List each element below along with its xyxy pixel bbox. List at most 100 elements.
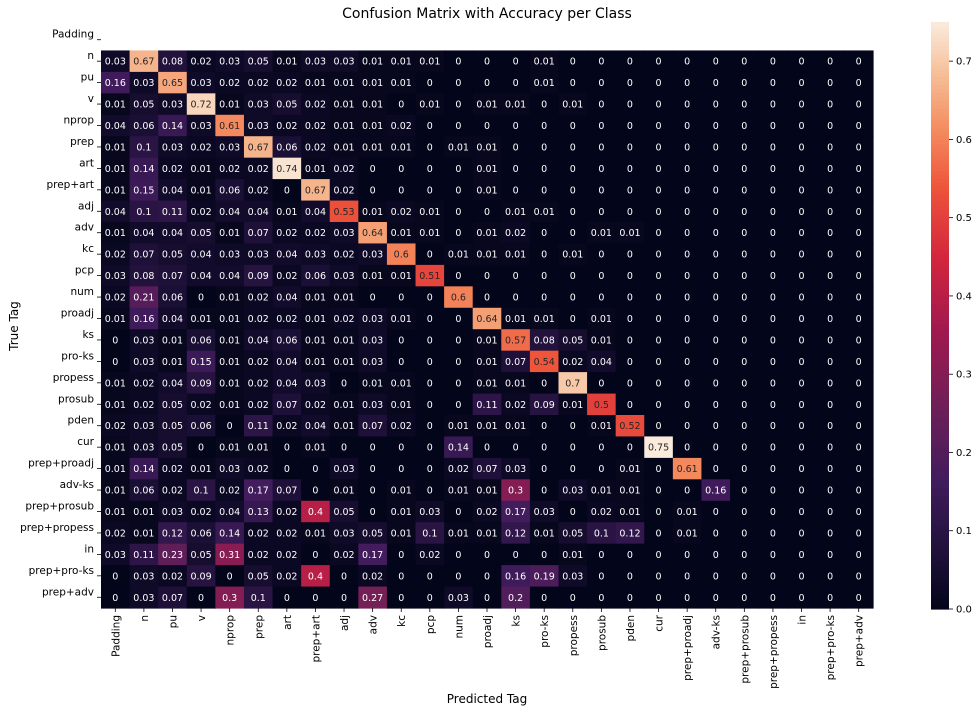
cell-value-label: 0.01: [305, 357, 326, 368]
heatmap-cell: [329, 500, 359, 523]
cell-value-label: 0: [856, 250, 862, 261]
heatmap-cell: [844, 522, 874, 545]
cell-value-label: 0: [398, 443, 404, 454]
cell-value-label: 0.01: [391, 314, 412, 325]
cell-value-label: 0.05: [276, 100, 297, 111]
heatmap-cell: [186, 114, 216, 137]
cell-value-label: 0.02: [219, 78, 240, 89]
cell-value-label: 0.03: [333, 228, 354, 239]
cell-value-label: 0.11: [248, 421, 269, 432]
cell-value-label: 0.03: [248, 121, 269, 132]
heatmap-cell: [186, 329, 216, 352]
cell-value-label: 0: [827, 507, 833, 518]
heatmap-cell: [701, 71, 731, 94]
cell-value-label: 0.03: [105, 57, 126, 68]
heatmap-cell: [529, 565, 560, 588]
cell-value-label: 0: [713, 121, 719, 132]
cell-value-label: 0.02: [476, 507, 497, 518]
cell-value-label: 0: [598, 550, 604, 561]
cell-value-label: 0.01: [534, 528, 555, 539]
colorbar-tick-label: 0.1: [956, 526, 972, 537]
cell-value-label: 0.01: [133, 528, 154, 539]
cell-value-label: 0: [798, 357, 804, 368]
colorbar-segment: [931, 495, 949, 501]
heatmap-cell: [158, 393, 188, 416]
heatmap-cell: [644, 329, 674, 352]
heatmap-cell: [386, 479, 417, 502]
cell-value-label: 0.01: [391, 142, 412, 153]
heatmap-cell: [472, 179, 502, 202]
heatmap-cell: [243, 457, 274, 480]
heatmap-cell: [758, 243, 788, 266]
heatmap-cell: [672, 522, 703, 545]
cell-value-label: 0: [627, 207, 633, 218]
colorbar-segment: [931, 225, 949, 230]
cell-value-label: 0.02: [276, 271, 297, 282]
heatmap-cell: [186, 350, 216, 373]
cell-value-label: 0: [713, 550, 719, 561]
cell-value-label: 0: [656, 78, 662, 89]
cell-value-label: 0: [656, 271, 662, 282]
cell-value-label: 0: [713, 293, 719, 304]
heatmap-cell: [701, 114, 731, 137]
cell-value-label: 0: [856, 314, 862, 325]
cell-value-label: 0: [684, 185, 690, 196]
heatmap-cell: [587, 565, 617, 588]
cell-value-label: 0.02: [248, 357, 269, 368]
cell-value-label: 0: [856, 142, 862, 153]
x-tick-label: Padding: [110, 615, 122, 657]
cell-value-label: 0.03: [219, 250, 240, 261]
heatmap-cell: [587, 329, 617, 352]
cell-value-label: 0.01: [162, 335, 183, 346]
heatmap-cell: [129, 586, 159, 609]
cell-value-label: 0: [427, 421, 433, 432]
colorbar-segment: [931, 440, 949, 446]
heatmap-cell: [672, 200, 703, 223]
heatmap-cell: [243, 372, 274, 395]
heatmap-cell: [129, 243, 159, 266]
colorbar-segment: [931, 88, 949, 94]
heatmap-cell: [672, 372, 703, 395]
heatmap-cell: [272, 522, 302, 545]
heatmap-cell: [701, 200, 731, 223]
cell-value-label: 0.01: [105, 164, 126, 175]
colorbar-segment: [931, 170, 949, 176]
colorbar-segment: [931, 151, 949, 156]
cell-value-label: 0: [541, 164, 547, 175]
heatmap-cell: [101, 522, 131, 545]
heatmap-cell: [386, 50, 417, 73]
cell-value-label: 0: [798, 486, 804, 497]
heatmap-cell: [701, 50, 731, 73]
heatmap-cell: [730, 264, 760, 287]
cell-value-label: 0: [398, 357, 404, 368]
cell-value-label: 0.05: [162, 400, 183, 411]
colorbar-segment: [931, 460, 949, 465]
cell-value-label: 0: [656, 164, 662, 175]
cell-value-label: 0: [656, 571, 662, 582]
heatmap-cell: [701, 393, 731, 416]
heatmap-cell: [787, 222, 817, 245]
cell-value-label: 0.02: [219, 164, 240, 175]
heatmap-cell: [787, 136, 817, 159]
heatmap-cell: [186, 179, 216, 202]
heatmap-cell: [301, 436, 331, 459]
cell-value-label: 0.01: [219, 335, 240, 346]
cell-value-label: 0.07: [133, 250, 154, 261]
heatmap-cell: [701, 307, 731, 330]
cell-value-label: 0: [570, 185, 576, 196]
cell-value-label: 0: [513, 293, 519, 304]
cell-value-label: 0.01: [476, 528, 497, 539]
cell-value-label: 0.01: [305, 164, 326, 175]
heatmap-cell: [158, 543, 188, 566]
heatmap-cell: [329, 522, 359, 545]
colorbar-segment: [931, 155, 949, 160]
heatmap-cell: [730, 93, 760, 116]
heatmap-cell: [587, 264, 617, 287]
heatmap-cell: [158, 264, 188, 287]
heatmap-cell: [301, 543, 331, 566]
colorbar-segment: [931, 605, 949, 610]
heatmap-cell: [186, 50, 216, 73]
cell-value-label: 0: [713, 185, 719, 196]
colorbar-segment: [931, 401, 949, 407]
